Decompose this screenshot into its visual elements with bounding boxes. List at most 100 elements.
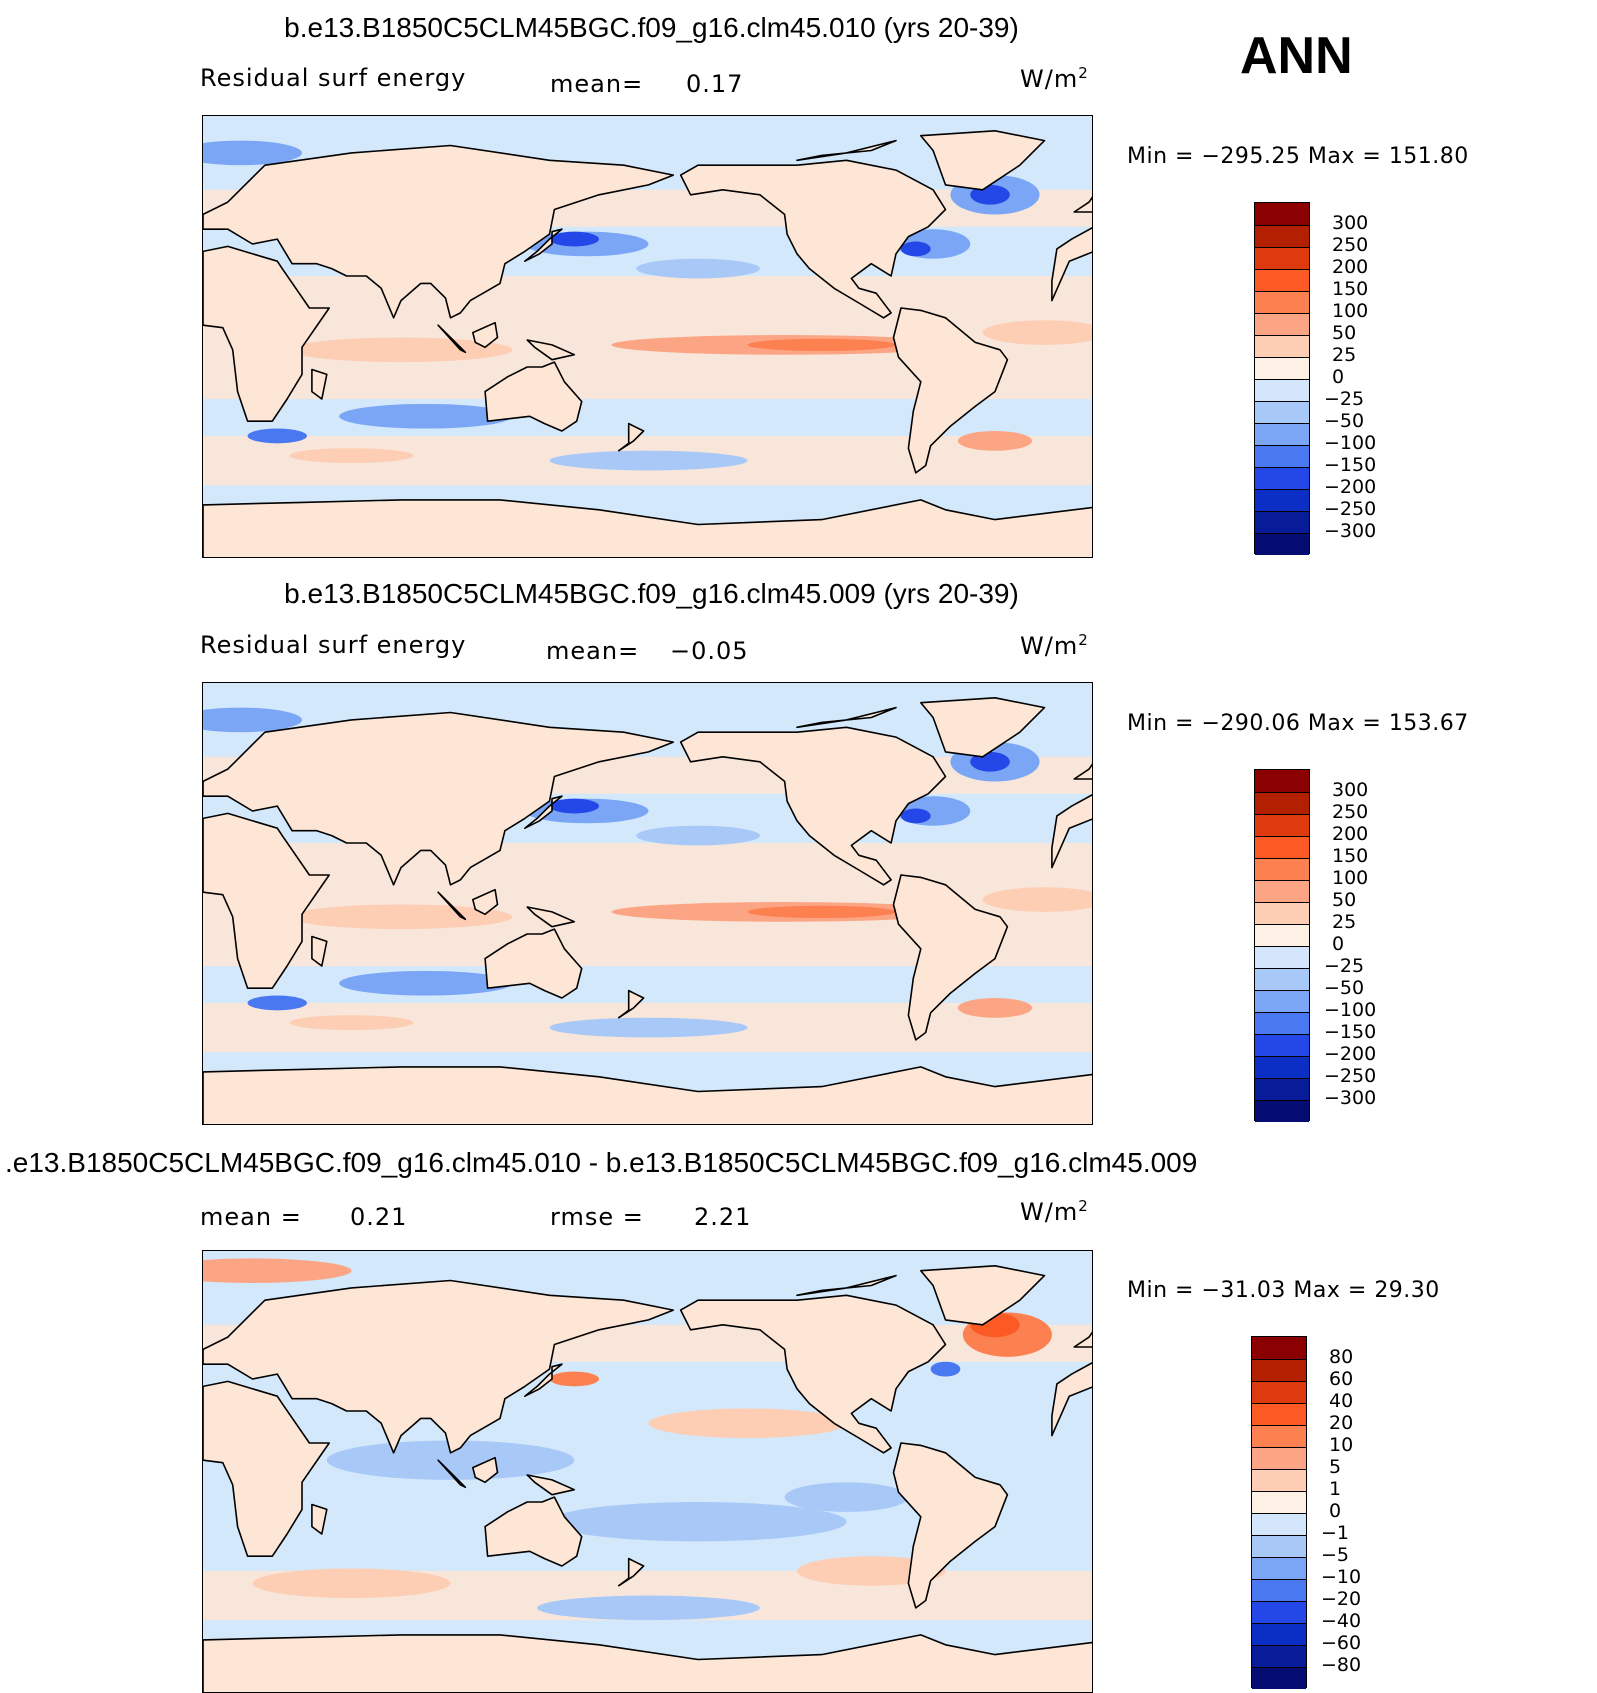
- panel3-map: [202, 1250, 1093, 1693]
- coastline: [203, 711, 675, 886]
- colorbar-tick-label: −250: [1324, 1065, 1377, 1087]
- colorbar-tick-label: −300: [1324, 1087, 1377, 1109]
- colorbar-tick-label: 100: [1332, 867, 1369, 889]
- coastline: [203, 1279, 675, 1454]
- coastline: [471, 321, 499, 349]
- coastline: [617, 989, 645, 1019]
- colorbar-segment: [1255, 357, 1309, 379]
- colorbar-segment: [1252, 1359, 1306, 1381]
- panel3-min-label: Min =: [1127, 1278, 1194, 1303]
- colorbar-tick-label: 200: [1332, 256, 1369, 278]
- colorbar-segment: [1252, 1667, 1306, 1689]
- panel2-variable-label: Residual surf energy: [200, 631, 467, 659]
- colorbar-tick-label: −50: [1324, 977, 1365, 999]
- field-anomaly: [549, 231, 599, 247]
- coastline: [437, 891, 467, 921]
- coastline: [679, 159, 947, 319]
- coastline: [311, 368, 328, 400]
- colorbar-tick-label: 250: [1332, 801, 1369, 823]
- colorbar-tick-label: 100: [1332, 300, 1369, 322]
- colorbar-segment: [1255, 203, 1309, 225]
- colorbar-tick-label: 0: [1332, 366, 1345, 388]
- field-anomaly: [203, 140, 302, 166]
- field-anomaly: [549, 450, 748, 471]
- colorbar-tick-label: −40: [1321, 1610, 1362, 1632]
- coastline: [679, 1294, 947, 1454]
- coastline: [1051, 793, 1092, 869]
- colorbar-segment: [1255, 313, 1309, 335]
- coastline: [203, 144, 675, 319]
- colorbar-tick-label: 300: [1332, 779, 1369, 801]
- colorbar-tick-label: −25: [1324, 955, 1365, 977]
- panel3-minmax: Min = −31.03 Max = 29.30: [1127, 1278, 1440, 1303]
- colorbar-segment: [1252, 1623, 1306, 1645]
- colorbar-tick-label: −150: [1324, 1021, 1377, 1043]
- coastline: [526, 906, 576, 928]
- colorbar-tick-label: −50: [1324, 410, 1365, 432]
- field-anomaly: [549, 1017, 748, 1038]
- colorbar-segment: [1252, 1579, 1306, 1601]
- colorbar-tick-label: −1: [1321, 1522, 1350, 1544]
- field-anomaly: [289, 448, 414, 464]
- colorbar-segment: [1255, 247, 1309, 269]
- coastline: [919, 1265, 1046, 1326]
- coastline: [484, 928, 583, 999]
- colorbar-tick-label: 250: [1332, 234, 1369, 256]
- colorbar-segment: [1255, 489, 1309, 511]
- field-anomaly: [982, 320, 1092, 345]
- coastline: [617, 422, 645, 452]
- colorbar-tick-label: 50: [1332, 889, 1357, 911]
- panel3-title: .e13.B1850C5CLM45BGC.f09_g16.clm45.010 -…: [5, 1147, 1198, 1178]
- colorbar-segment: [1255, 836, 1309, 858]
- season-label: ANN: [1240, 27, 1353, 85]
- colorbar-tick-label: −80: [1321, 1654, 1362, 1676]
- coastline: [679, 726, 947, 886]
- field-anomaly: [930, 1361, 961, 1377]
- field-anomaly: [247, 995, 307, 1011]
- colorbar-segment: [1255, 1078, 1309, 1100]
- colorbar-tick-label: 10: [1329, 1434, 1354, 1456]
- colorbar-segment: [1252, 1447, 1306, 1469]
- coastline: [526, 339, 576, 361]
- colorbar-strip: [1251, 1336, 1307, 1689]
- colorbar-segment: [1255, 445, 1309, 467]
- colorbar-tick-label: 50: [1332, 322, 1357, 344]
- coastline: [1073, 196, 1092, 213]
- colorbar-tick-label: 5: [1329, 1456, 1342, 1478]
- panel3-max-label: Max =: [1293, 1278, 1367, 1303]
- panel1-min-value: −295.25: [1201, 144, 1301, 169]
- colorbar-tick-label: 300: [1332, 212, 1369, 234]
- panel2-map: [202, 682, 1093, 1125]
- map-canvas: [203, 683, 1092, 1124]
- colorbar-tick-label: 60: [1329, 1368, 1354, 1390]
- colorbar-tick-label: 150: [1332, 845, 1369, 867]
- field-anomaly: [957, 431, 1033, 451]
- colorbar-tick-label: −5: [1321, 1544, 1350, 1566]
- panel3-min-value: −31.03: [1201, 1278, 1286, 1303]
- field-anomaly: [549, 798, 599, 814]
- colorbar-tick-label: 1: [1329, 1478, 1342, 1500]
- panel1-variable-label: Residual surf energy: [200, 64, 467, 92]
- colorbar-segment: [1252, 1469, 1306, 1491]
- coastline: [203, 1634, 1092, 1692]
- coastline: [471, 888, 499, 916]
- map-canvas: [203, 116, 1092, 557]
- panel2-mean-value: −0.05: [670, 637, 749, 665]
- colorbar-segment: [1255, 792, 1309, 814]
- colorbar-segment: [1255, 467, 1309, 489]
- colorbar-segment: [1255, 924, 1309, 946]
- panel1-title: b.e13.B1850C5CLM45BGC.f09_g16.clm45.010 …: [284, 12, 1019, 43]
- panel1-units: W/m2: [1020, 64, 1089, 93]
- panel1-minmax: Min = −295.25 Max = 151.80: [1127, 144, 1469, 169]
- panel1-max-value: 151.80: [1388, 144, 1469, 169]
- colorbar-segment: [1255, 990, 1309, 1012]
- coastline: [617, 1557, 645, 1587]
- colorbar-tick-label: −60: [1321, 1632, 1362, 1654]
- coastline: [1073, 763, 1092, 780]
- panel1-min-label: Min =: [1127, 144, 1194, 169]
- panel2-minmax: Min = −290.06 Max = 153.67: [1127, 711, 1469, 736]
- colorbar-segment: [1255, 968, 1309, 990]
- colorbar-segment: [1252, 1337, 1306, 1359]
- coastline: [919, 697, 1046, 758]
- panel1-mean-value: 0.17: [686, 70, 744, 98]
